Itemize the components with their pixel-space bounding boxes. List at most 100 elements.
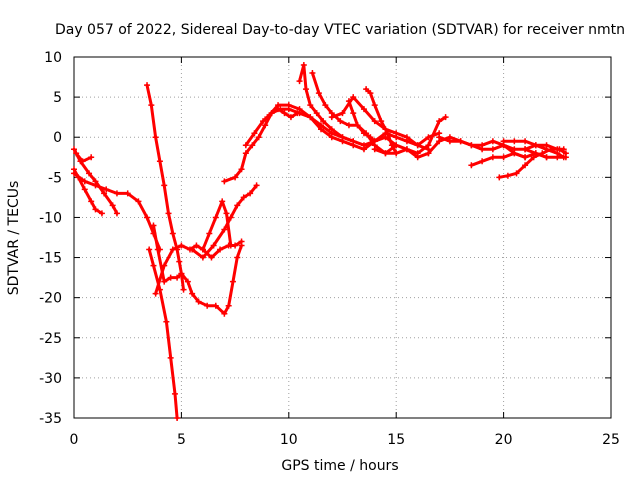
data-point-trace-13-5 <box>318 126 325 133</box>
data-point-trace-1-5 <box>109 202 116 209</box>
series-trace-19 <box>371 114 449 157</box>
y-tick-label-2: 0 <box>53 130 62 146</box>
data-point-trace-8-3 <box>178 242 185 249</box>
data-point-trace-15-0 <box>309 70 316 77</box>
series-line-trace-16 <box>330 95 430 151</box>
data-point-trace-10-5 <box>227 242 234 249</box>
data-point-trace-9-6 <box>240 194 247 201</box>
x-tick-label-3: 15 <box>387 432 405 448</box>
data-point-trace-23-1 <box>504 172 511 179</box>
data-point-trace-4-1 <box>81 178 88 185</box>
data-point-trace-25-1 <box>532 150 539 157</box>
data-point-trace-19-4 <box>414 150 421 157</box>
data-point-trace-16-4 <box>371 118 378 125</box>
series-trace-13 <box>264 102 443 153</box>
series-line-trace-19 <box>373 115 448 155</box>
data-point-trace-13-4 <box>307 114 314 121</box>
data-point-trace-14-1 <box>300 62 307 69</box>
data-point-trace-1-2 <box>86 170 93 177</box>
data-point-trace-16-7 <box>403 134 410 141</box>
data-point-trace-21-0 <box>436 134 443 141</box>
data-point-trace-20-6 <box>489 146 496 153</box>
data-point-trace-21-5 <box>489 138 496 145</box>
y-tick-label-1: 5 <box>53 90 62 106</box>
data-point-trace-8-2 <box>169 246 176 253</box>
data-point-trace-7-7 <box>189 290 196 297</box>
data-point-trace-7-5 <box>178 270 185 277</box>
data-point-trace-19-5 <box>425 142 432 149</box>
data-point-trace-14-7 <box>339 134 346 141</box>
data-point-trace-9-0 <box>189 246 196 253</box>
data-point-trace-16-2 <box>350 94 357 101</box>
data-point-trace-2-5 <box>98 210 105 217</box>
y-tick-label-6: -20 <box>39 291 62 307</box>
data-point-trace-13-0 <box>264 114 271 121</box>
series-trace-9 <box>189 182 260 261</box>
data-point-trace-14-0 <box>296 78 303 85</box>
data-point-trace-21-4 <box>479 142 486 149</box>
data-point-trace-7-3 <box>167 274 174 281</box>
data-point-trace-24-6 <box>560 146 567 153</box>
data-point-trace-11-0 <box>221 178 228 185</box>
data-point-trace-15-5 <box>345 122 352 129</box>
data-point-trace-17-3 <box>378 118 385 125</box>
y-tick-label-4: -10 <box>39 210 62 226</box>
data-point-trace-11-9 <box>281 110 288 117</box>
y-tick-label-8: -30 <box>39 371 62 387</box>
data-point-trace-17-4 <box>384 130 391 137</box>
data-point-trace-6-0 <box>146 246 153 253</box>
data-point-trace-2-4 <box>92 206 99 213</box>
data-point-trace-7-4 <box>174 274 181 281</box>
chart-title: Day 057 of 2022, Sidereal Day-to-day VTE… <box>55 22 625 38</box>
data-point-trace-24-5 <box>554 146 561 153</box>
series-trace-14 <box>296 62 357 145</box>
data-point-trace-16-6 <box>393 130 400 137</box>
data-point-trace-13-9 <box>360 146 367 153</box>
data-point-trace-14-5 <box>320 118 327 125</box>
data-point-trace-4-4 <box>113 190 120 197</box>
data-point-trace-3-1 <box>79 158 86 165</box>
data-point-trace-22-2 <box>489 154 496 161</box>
data-point-trace-22-5 <box>522 154 529 161</box>
data-point-trace-19-6 <box>436 118 443 125</box>
data-point-trace-11-5 <box>255 134 262 141</box>
data-point-trace-1-4 <box>101 190 108 197</box>
data-point-trace-24-3 <box>532 142 539 149</box>
data-point-trace-8-8 <box>217 246 224 253</box>
data-point-trace-12-4 <box>277 106 284 113</box>
data-point-trace-18-3 <box>360 130 367 137</box>
data-point-trace-16-1 <box>339 110 346 117</box>
data-point-trace-19-7 <box>442 114 449 121</box>
x-axis-label: GPS time / hours <box>281 458 398 474</box>
data-point-trace-15-2 <box>322 102 329 109</box>
data-point-trace-5-4 <box>161 182 168 189</box>
data-point-trace-12-1 <box>251 130 258 137</box>
data-point-trace-18-2 <box>354 122 361 129</box>
data-point-trace-1-0 <box>71 146 77 153</box>
data-point-trace-20-0 <box>425 150 432 157</box>
data-point-trace-17-0 <box>363 86 370 93</box>
data-point-trace-22-3 <box>500 154 507 161</box>
data-point-trace-14-6 <box>328 126 335 133</box>
data-point-trace-25-0 <box>522 146 529 153</box>
data-point-trace-16-3 <box>360 106 367 113</box>
data-point-trace-19-1 <box>382 150 389 157</box>
data-point-trace-13-3 <box>296 106 303 113</box>
data-point-trace-11-2 <box>238 166 245 173</box>
data-point-trace-15-1 <box>315 90 322 97</box>
data-point-trace-7-10 <box>212 302 219 309</box>
data-point-trace-18-0 <box>345 98 352 105</box>
data-point-trace-10-0 <box>199 246 206 253</box>
data-point-trace-21-1 <box>446 138 453 145</box>
data-point-trace-1-6 <box>113 210 120 217</box>
data-point-trace-12-0 <box>242 142 249 149</box>
y-tick-label-9: -35 <box>39 411 62 427</box>
data-point-trace-9-2 <box>210 242 217 249</box>
data-point-trace-22-1 <box>479 158 486 165</box>
series-line-trace-4 <box>72 171 162 251</box>
data-point-trace-8-7 <box>208 254 215 261</box>
x-tick-label-1: 5 <box>177 432 186 448</box>
data-point-trace-25-3 <box>554 154 561 161</box>
data-point-trace-7-8 <box>195 298 202 305</box>
